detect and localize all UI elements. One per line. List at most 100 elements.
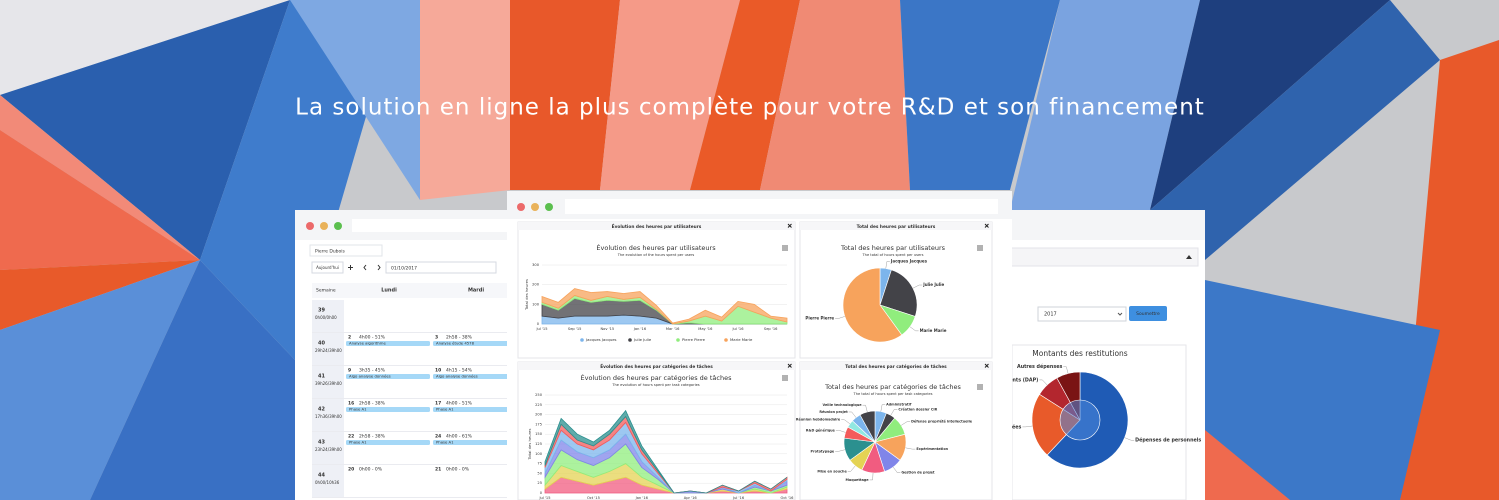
slice-label: Prototypage bbox=[810, 449, 834, 453]
menu-icon[interactable] bbox=[782, 375, 788, 381]
shape bbox=[1205, 280, 1440, 500]
x-tick-label: Apr '16 bbox=[684, 496, 698, 500]
pie-slice[interactable] bbox=[859, 410, 876, 443]
shape bbox=[0, 95, 200, 260]
shape bbox=[1010, 0, 1200, 210]
connector bbox=[1039, 379, 1048, 386]
slice-label: Gestion de projet bbox=[901, 471, 935, 475]
legend-swatch[interactable] bbox=[580, 338, 584, 342]
week-hours: 29h24/39h00 bbox=[315, 348, 342, 353]
menu-icon[interactable] bbox=[977, 384, 983, 390]
task-bar[interactable] bbox=[346, 374, 430, 379]
inner-ring bbox=[1059, 399, 1101, 441]
restitution-window: 2017 Soumettre Montants des restitutions Dé… bbox=[977, 210, 1205, 500]
legend-label[interactable]: Pierre Pierre bbox=[682, 337, 706, 342]
day-number: 9 bbox=[348, 368, 351, 374]
task-bar[interactable] bbox=[433, 341, 517, 346]
week-hours: 39h26/39h00 bbox=[315, 381, 342, 386]
x-tick-label: Sep '15 bbox=[568, 327, 581, 331]
year-select[interactable] bbox=[1037, 306, 1127, 322]
slice-label: Veille technologique bbox=[823, 403, 863, 407]
panel-title: Évolution des heures par catégories de t… bbox=[600, 362, 713, 370]
connector bbox=[893, 466, 901, 473]
task-bar[interactable] bbox=[433, 407, 517, 412]
chart-title: Montants des restitutions bbox=[1032, 349, 1128, 358]
task-label: Analyse étude 4578 bbox=[436, 341, 475, 346]
week-number: 44 bbox=[318, 473, 325, 479]
time-spent: 0h00 - 0% bbox=[446, 467, 470, 473]
today-button[interactable] bbox=[311, 261, 344, 274]
dot bbox=[545, 203, 553, 211]
submit-button[interactable] bbox=[1129, 306, 1167, 321]
connector bbox=[890, 409, 898, 416]
add-icon[interactable] bbox=[348, 265, 353, 270]
day-number: 10 bbox=[435, 368, 441, 374]
time-spent: 0h00 - 0% bbox=[359, 467, 383, 473]
connector bbox=[841, 419, 851, 424]
week-hours: 23h24/39h00 bbox=[315, 447, 342, 452]
day-number: 20 bbox=[348, 467, 354, 473]
connector bbox=[901, 421, 911, 426]
panel-header bbox=[518, 222, 795, 230]
y-tick-label: 300 bbox=[532, 263, 540, 267]
task-bar[interactable] bbox=[346, 341, 430, 346]
time-spent: 2h58 - 38% bbox=[446, 335, 473, 341]
close-icon[interactable] bbox=[787, 223, 792, 228]
panel-header bbox=[800, 362, 992, 370]
close-icon[interactable] bbox=[984, 223, 989, 228]
task-bar[interactable] bbox=[346, 407, 430, 412]
slice-label: Autres dépenses bbox=[1017, 363, 1062, 370]
x-tick-label: Sep '16 bbox=[764, 327, 778, 331]
y-tick-label: 50 bbox=[537, 471, 542, 475]
submit-label: Soumettre bbox=[1136, 311, 1160, 317]
legend-label[interactable]: Julie Julie bbox=[633, 337, 652, 342]
x-tick-label: Nov '15 bbox=[600, 327, 614, 331]
task-bar[interactable] bbox=[346, 440, 430, 445]
time-spent: 4h00 - 61% bbox=[446, 434, 473, 440]
user-input[interactable] bbox=[309, 244, 383, 257]
task-bar[interactable] bbox=[433, 374, 517, 379]
date-input[interactable] bbox=[385, 261, 497, 274]
time-spent: 2h58 - 38% bbox=[359, 434, 386, 440]
shape bbox=[1150, 0, 1440, 260]
y-tick-label: 100 bbox=[535, 452, 543, 456]
slice-label: Réunion hebdomadaire bbox=[796, 418, 841, 422]
day-number: 22 bbox=[348, 434, 354, 440]
slice-label: Mise en souche bbox=[817, 469, 847, 473]
y-axis-label: Total des heures bbox=[527, 429, 532, 461]
user-name: Pierre Dubois bbox=[315, 249, 346, 255]
chart-title: Évolution des heures par utilisateurs bbox=[596, 243, 716, 252]
close-icon[interactable] bbox=[984, 363, 989, 368]
legend-swatch[interactable] bbox=[628, 338, 632, 342]
slice-label: Marie Marie bbox=[920, 328, 947, 333]
task-bar[interactable] bbox=[433, 440, 517, 445]
shape bbox=[600, 0, 740, 190]
slice-label: Expérimentation bbox=[916, 447, 948, 451]
close-icon[interactable] bbox=[787, 363, 792, 368]
legend-swatch[interactable] bbox=[724, 338, 728, 342]
chart-title: Évolution des heures par catégories de t… bbox=[581, 373, 733, 382]
pie-slice[interactable] bbox=[842, 267, 903, 343]
dot bbox=[320, 222, 328, 230]
week-cell bbox=[312, 432, 344, 464]
year-value: 2017 bbox=[1044, 312, 1057, 318]
slice-label: Administratif bbox=[886, 403, 912, 407]
prev-icon[interactable] bbox=[363, 264, 367, 271]
shape bbox=[0, 0, 290, 260]
menu-icon[interactable] bbox=[977, 245, 983, 251]
legend-swatch[interactable] bbox=[676, 338, 680, 342]
dot bbox=[334, 222, 342, 230]
menu-icon[interactable] bbox=[782, 245, 788, 251]
headline: La solution en ligne la plus complète po… bbox=[295, 95, 1205, 121]
collapse-icon[interactable] bbox=[1186, 255, 1192, 259]
dot bbox=[531, 203, 539, 211]
legend-label[interactable]: Marie Marie bbox=[730, 337, 753, 342]
today-label: Aujourd'hui bbox=[316, 265, 339, 270]
area bbox=[541, 288, 788, 325]
legend-label[interactable]: Jacques Jacques bbox=[585, 337, 617, 342]
y-tick-label: 250 bbox=[535, 393, 543, 397]
task-label: Algo analyse données bbox=[436, 374, 478, 379]
next-icon[interactable] bbox=[377, 264, 381, 271]
